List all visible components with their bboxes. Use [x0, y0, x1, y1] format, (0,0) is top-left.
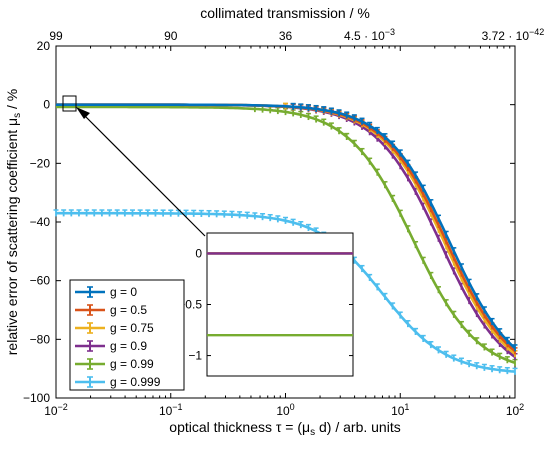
x-axis-label: optical thickness τ = (μs d) / arb. unit… [169, 419, 400, 438]
x-tick-label: 100 [276, 402, 294, 418]
x-tick-label: 10−1 [159, 402, 183, 418]
series-layer [53, 102, 518, 375]
inset-frame [206, 232, 354, 377]
legend-entry: g = 0.999 [110, 375, 161, 389]
x-tick-label: 101 [391, 402, 409, 418]
x-tick-label: 10−2 [44, 402, 68, 418]
top-tick-label: 36 [279, 29, 293, 43]
zoom-arrow [82, 113, 206, 237]
y-tick-label: −20 [30, 156, 51, 170]
legend-entry: g = 0.9 [110, 339, 147, 353]
inset-y-tick-label: −1 [188, 349, 202, 363]
x-tick-label: 102 [506, 402, 524, 418]
y-tick-label: −80 [30, 332, 51, 346]
inset-plot: 0−0.5−1 [178, 232, 354, 377]
inset-series [207, 252, 353, 337]
top-tick-label: 4.5 · 10−3 [344, 27, 395, 43]
legend-entry: g = 0.99 [110, 357, 154, 371]
legend-entry: g = 0.75 [110, 321, 154, 335]
y-tick-label: −100 [23, 391, 50, 405]
axis-ticks: 10−2 10−1 100 101 102 20 0 −20 −40 −60 −80 −100 99 90… [23, 27, 544, 418]
legend-entry: g = 0 [110, 285, 137, 299]
top-tick-label: 99 [49, 29, 63, 43]
inset-y-tick-label: 0 [195, 246, 202, 260]
y-tick-label: 0 [43, 98, 50, 112]
legend: g = 0 g = 0.5 g = 0.75 g = 0.9 g = 0.99 g = 0… [69, 279, 185, 391]
y-tick-label: −60 [30, 274, 51, 288]
y-tick-label: −40 [30, 215, 51, 229]
y-tick-label: 20 [37, 39, 51, 53]
legend-box [69, 279, 185, 391]
legend-entry: g = 0.5 [110, 303, 147, 317]
zoom-box [62, 95, 77, 112]
top-axis-label: collimated transmission / % [200, 5, 370, 21]
top-tick-label: 3.72 · 10−42 [482, 27, 545, 43]
top-tick-label: 90 [164, 29, 178, 43]
zoom-arrowhead [76, 107, 90, 119]
y-axis-label: relative error of scattering coefficient… [4, 89, 23, 355]
